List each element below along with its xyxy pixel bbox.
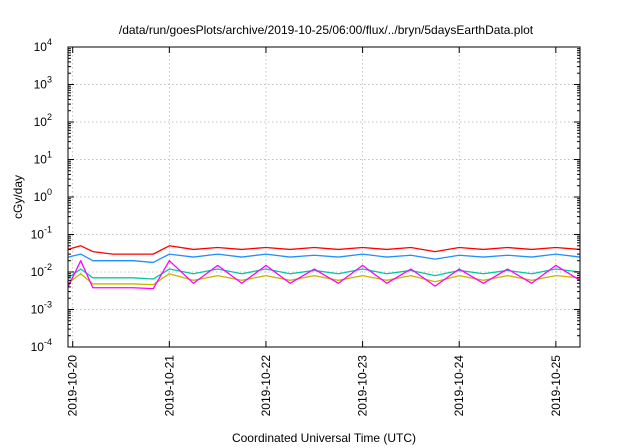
y-tick-base: 10 xyxy=(31,265,45,279)
y-tick-label: 10-4 xyxy=(31,337,52,354)
series-line-4 xyxy=(67,273,581,286)
y-tick-label: 101 xyxy=(34,150,52,167)
series-line-1 xyxy=(67,245,581,255)
x-tick-label: 2019-10-21 xyxy=(162,355,176,417)
y-tick-base: 10 xyxy=(31,340,45,354)
x-tick-label: 2019-10-22 xyxy=(259,355,273,417)
series-line-5 xyxy=(67,260,581,290)
x-axis-ticks: 2019-10-20 2019-10-21 2019-10-22 2019-10-23… xyxy=(66,47,563,416)
x-tick-label: 2019-10-24 xyxy=(452,355,466,417)
x-tick-label: 2019-10-20 xyxy=(66,355,80,417)
y-tick-label: 10-2 xyxy=(31,262,52,279)
y-tick-exponent: 0 xyxy=(47,187,52,197)
y-tick-base: 10 xyxy=(34,153,48,167)
y-tick-base: 10 xyxy=(31,228,45,242)
data-series xyxy=(67,245,581,290)
y-tick-base: 10 xyxy=(34,115,48,129)
y-tick-exponent: 4 xyxy=(47,37,52,47)
y-tick-base: 10 xyxy=(34,190,48,204)
series-line-3 xyxy=(67,268,581,280)
y-tick-exponent: -1 xyxy=(44,225,52,235)
y-tick-exponent: -3 xyxy=(44,300,52,310)
y-tick-base: 10 xyxy=(31,303,45,317)
y-tick-label: 102 xyxy=(34,112,52,129)
y-tick-exponent: 2 xyxy=(47,112,52,122)
x-axis-label: Coordinated Universal Time (UTC) xyxy=(232,431,416,445)
y-tick-label: 104 xyxy=(34,37,52,54)
y-tick-base: 10 xyxy=(34,78,48,92)
x-tick-label: 2019-10-25 xyxy=(549,355,563,417)
y-tick-exponent: 1 xyxy=(47,150,52,160)
y-tick-label: 100 xyxy=(34,187,52,204)
series-line-2 xyxy=(67,253,581,264)
y-tick-exponent: 3 xyxy=(47,75,52,85)
chart-title: /data/run/goesPlots/archive/2019-10-25/0… xyxy=(119,23,534,37)
y-tick-label: 10-3 xyxy=(31,300,52,317)
y-tick-label: 10-1 xyxy=(31,225,52,242)
y-tick-exponent: -2 xyxy=(44,262,52,272)
y-tick-label: 103 xyxy=(34,75,52,92)
x-tick-label: 2019-10-23 xyxy=(356,355,370,417)
y-axis-label: cGy/day xyxy=(11,175,25,219)
y-tick-exponent: -4 xyxy=(44,337,52,347)
y-tick-base: 10 xyxy=(34,40,48,54)
